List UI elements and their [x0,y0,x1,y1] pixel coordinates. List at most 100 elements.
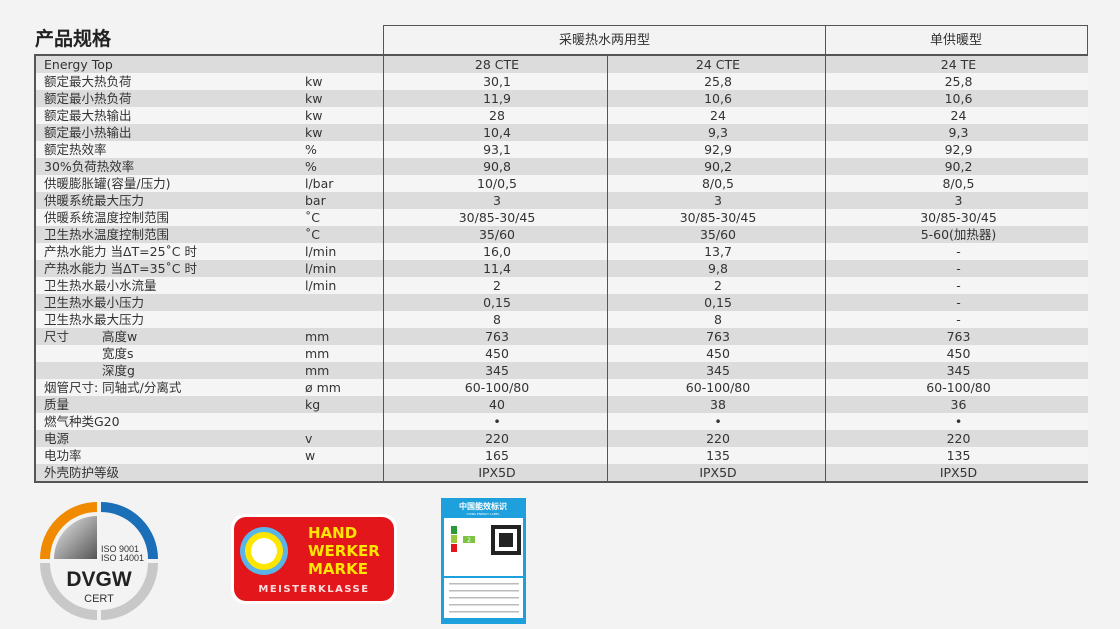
value-24cte: 135 [706,448,730,463]
spec-label: 额定最小热负荷 [44,91,132,106]
value-24te: • [954,414,963,429]
value-24te: 36 [950,397,967,412]
value-28cte: 93,1 [483,142,511,157]
value-24te: 450 [946,346,971,361]
model-header-row: Energy Top 28 CTE 24 CTE 24 TE [36,56,1088,73]
table-row: 卫生热水温度控制范围 ˚C 35/60 35/60 5-60(加热器) [36,226,1088,243]
svg-text:HAND: HAND [308,524,357,542]
value-24cte: 3 [714,193,722,208]
value-24te: IPX5D [939,465,978,480]
spec-label: 外壳防护等级 [44,465,120,480]
table-row: 外壳防护等级 IPX5D IPX5D IPX5D [36,464,1088,481]
spec-unit: mm [305,363,330,378]
table-row: 供暖系统温度控制范围 ˚C 30/85-30/45 30/85-30/45 30/85-… [36,209,1088,226]
spec-label: 产热水能力 当ΔT=35˚C 时 [44,261,197,276]
table-row: 烟管尺寸: 同轴式/分离式 ø mm 60-100/80 60-100/80 60-10… [36,379,1088,396]
spec-label: 电源 [44,431,70,446]
spec-unit: ˚C [305,227,320,242]
value-28cte: 40 [489,397,505,412]
spec-unit: w [305,448,316,463]
spec-unit: l/min [305,278,337,293]
spec-unit: kw [305,91,323,106]
value-24te: 135 [946,448,971,463]
value-24cte: 25,8 [704,74,732,89]
value-24te: 220 [946,431,971,446]
spec-label: 供暖系统最大压力 [44,193,145,208]
value-24te: 90,2 [944,159,973,174]
table-row: 电功率 w 165 135 135 [36,447,1088,464]
value-28cte: 16,0 [483,244,511,259]
spec-unit: kw [305,125,323,140]
value-24cte: 220 [706,431,730,446]
value-24te: 60-100/80 [926,380,991,395]
value-24cte: 345 [706,363,730,378]
value-24cte: 450 [706,346,730,361]
value-28cte: 10,4 [483,125,511,140]
model-24cte: 24 CTE [695,57,741,72]
spec-sublabel: 深度g [102,363,135,378]
svg-text:MARKE: MARKE [308,560,368,578]
value-28cte: 220 [485,431,509,446]
spec-unit: l/min [305,244,337,259]
table-row: 额定最大热负荷 kw 30,1 25,8 25,8 [36,73,1088,90]
spec-unit: mm [305,329,330,344]
value-28cte: 60-100/80 [464,380,530,395]
value-28cte: 11,9 [483,91,511,106]
value-28cte: 345 [485,363,509,378]
spec-label: 电功率 [44,448,82,463]
spec-unit: l/min [305,261,337,276]
group-header-combi: 采暖热水两用型 [383,25,826,54]
value-24cte: 38 [710,397,726,412]
value-24te: 763 [946,329,971,344]
table-row: 额定最小热输出 kw 10,4 9,3 9,3 [36,124,1088,141]
value-24cte: 30/85-30/45 [679,210,757,225]
value-24cte: 60-100/80 [685,380,751,395]
divider [383,25,384,481]
value-24cte: 10,6 [704,91,732,106]
spec-unit: kw [305,108,323,123]
svg-text:ISO 14001: ISO 14001 [101,553,144,563]
value-24te: 10,6 [944,91,973,106]
value-24te: - [956,278,961,293]
table-row: 深度g mm 345 345 345 [36,362,1088,379]
table-row: 额定最小热负荷 kw 11,9 10,6 10,6 [36,90,1088,107]
value-28cte: 28 [489,108,505,123]
divider [825,25,826,481]
value-28cte: 0,15 [483,295,511,310]
series-label: Energy Top [44,57,113,72]
spec-label: 卫生热水最小水流量 [44,278,157,293]
value-28cte: • [493,414,501,429]
spec-unit: % [305,142,317,157]
value-28cte: 90,8 [483,159,511,174]
table-row: 产热水能力 当ΔT=25˚C 时 l/min 16,0 13,7 - [36,243,1088,260]
spec-sublabel: 高度w [102,329,138,344]
value-28cte: 763 [485,329,509,344]
value-28cte: 165 [485,448,509,463]
value-28cte: 3 [493,193,501,208]
spec-table: Energy Top 28 CTE 24 CTE 24 TE 额定最大热负荷 kw… [34,54,1088,483]
value-28cte: IPX5D [478,465,516,480]
svg-text:MEISTERKLASSE: MEISTERKLASSE [258,584,369,595]
value-24cte: 8/0,5 [701,176,735,191]
spec-label: 质量 [44,397,70,412]
handwerker-marke-logo: HAND WERKER MARKE MEISTERKLASSE [231,514,397,604]
spec-label: 额定最小热输出 [44,125,132,140]
spec-label: 卫生热水最大压力 [44,312,145,327]
spec-unit: ˚C [305,210,320,225]
value-28cte: 450 [485,346,509,361]
spec-unit: ø mm [305,380,341,395]
value-28cte: 8 [493,312,501,327]
spec-unit: % [305,159,317,174]
value-24te: 5-60(加热器) [920,227,997,242]
spec-label: 供暖膨胀罐(容量/压力) [44,176,171,191]
value-24cte: 8 [714,312,722,327]
svg-text:WERKER: WERKER [308,542,380,560]
table-row: 额定最大热输出 kw 28 24 24 [36,107,1088,124]
value-24cte: 24 [710,108,726,123]
value-24cte: IPX5D [699,465,737,480]
table-row: 卫生热水最小压力 0,15 0,15 - [36,294,1088,311]
value-28cte: 35/60 [478,227,516,242]
svg-text:CHINA ENERGY LABEL: CHINA ENERGY LABEL [467,512,500,516]
value-24cte: 0,15 [704,295,732,310]
spec-label: 30%负荷热效率 [44,159,135,174]
